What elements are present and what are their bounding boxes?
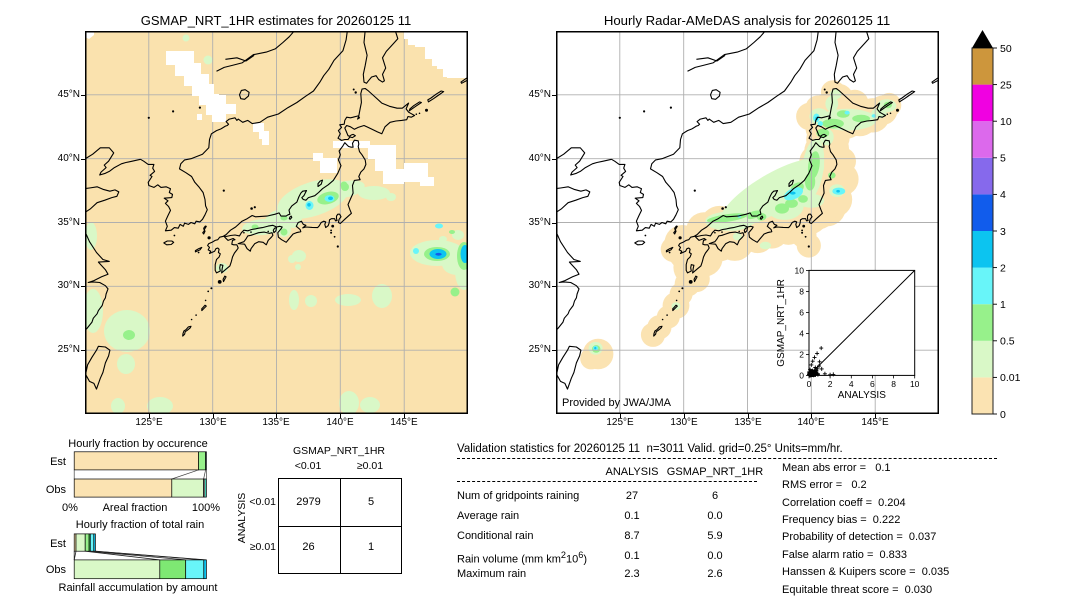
svg-text:3: 3 (1000, 226, 1006, 238)
svg-text:0: 0 (1000, 409, 1006, 421)
svg-text:8: 8 (891, 379, 896, 389)
svg-text:0: 0 (799, 370, 804, 380)
svg-text:0.5: 0.5 (1000, 336, 1015, 348)
svg-text:1: 1 (1000, 299, 1006, 311)
svg-text:4: 4 (1000, 189, 1006, 201)
svg-text:25: 25 (1000, 79, 1012, 91)
svg-text:50: 50 (1000, 43, 1012, 55)
svg-text:GSMAP_NRT_1HR: GSMAP_NRT_1HR (776, 279, 787, 367)
svg-text:Est: Est (50, 538, 66, 550)
svg-text:Rainfall accumulation by amoun: Rainfall accumulation by amount (59, 582, 218, 594)
svg-text:ANALYSIS: ANALYSIS (838, 390, 886, 401)
svg-text:5: 5 (1000, 153, 1006, 165)
svg-text:2: 2 (1000, 262, 1006, 274)
svg-text:Obs: Obs (46, 564, 67, 576)
svg-text:4: 4 (849, 379, 854, 389)
svg-text:4: 4 (799, 328, 804, 338)
svg-text:Obs: Obs (46, 484, 67, 496)
svg-text:Hourly fraction of total rain: Hourly fraction of total rain (76, 519, 204, 531)
svg-text:Areal fraction: Areal fraction (103, 502, 168, 514)
svg-text:6: 6 (870, 379, 875, 389)
svg-text:0%: 0% (62, 502, 78, 514)
svg-text:10: 10 (910, 379, 920, 389)
svg-text:6: 6 (799, 307, 804, 317)
svg-text:10: 10 (1000, 116, 1012, 128)
svg-text:10: 10 (795, 265, 805, 275)
svg-text:0.01: 0.01 (1000, 372, 1021, 384)
svg-text:Hourly fraction by occurence: Hourly fraction by occurence (68, 438, 207, 450)
svg-text:Est: Est (50, 456, 66, 468)
svg-text:0: 0 (807, 379, 812, 389)
svg-text:8: 8 (799, 286, 804, 296)
svg-text:2: 2 (828, 379, 833, 389)
svg-text:2: 2 (799, 349, 804, 359)
svg-text:100%: 100% (192, 502, 220, 514)
